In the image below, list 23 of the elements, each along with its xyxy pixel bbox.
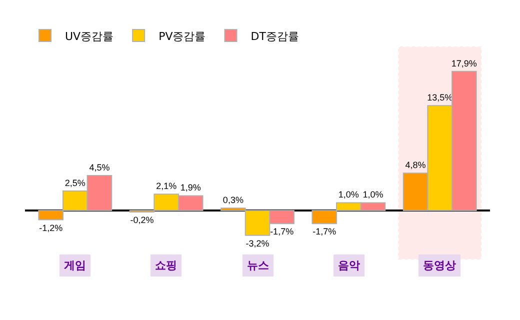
data-label: -1,7% xyxy=(270,226,294,237)
data-label: 4,8% xyxy=(405,160,426,170)
x-tick-label: 게임 xyxy=(64,259,86,272)
legend-label: DT증감률 xyxy=(250,30,299,43)
data-label: 4,5% xyxy=(89,162,110,172)
legend-label: PV증감률 xyxy=(158,30,206,43)
data-label: 1,9% xyxy=(180,182,201,193)
data-label: 1,0% xyxy=(362,190,384,200)
x-tick-label: 뉴스 xyxy=(247,259,269,272)
x-tick-label: 음악 xyxy=(338,259,360,272)
data-label: 2,1% xyxy=(156,181,177,192)
data-label: -1,7% xyxy=(312,226,336,237)
data-label: 17,9% xyxy=(451,58,477,68)
data-label: 2,5% xyxy=(64,178,86,188)
data-label: 0,3% xyxy=(222,195,244,206)
data-label: -3,2% xyxy=(246,238,270,248)
data-label: 13,5% xyxy=(427,92,453,103)
data-label: -1,2% xyxy=(39,222,63,233)
x-tick-label: 동영상 xyxy=(423,259,456,272)
data-label: -0,2% xyxy=(130,215,154,226)
legend-label: UV증감률 xyxy=(65,30,114,43)
data-label: 1,0% xyxy=(338,190,359,200)
x-tick-label: 쇼핑 xyxy=(155,259,177,272)
